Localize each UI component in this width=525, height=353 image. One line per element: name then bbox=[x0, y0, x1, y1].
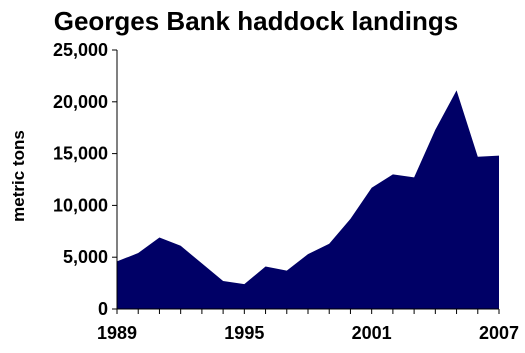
plot-area bbox=[117, 90, 499, 310]
series-area bbox=[117, 90, 499, 310]
x-tick-label: 1989 bbox=[97, 323, 137, 343]
y-tick-label: 25,000 bbox=[53, 40, 108, 60]
y-tick-label: 20,000 bbox=[53, 92, 108, 112]
x-axis: 1989 1995 2001 2007 bbox=[97, 308, 519, 343]
y-axis-label: metric tons bbox=[9, 130, 28, 222]
x-tick-label: 2007 bbox=[479, 323, 519, 343]
x-tick-label: 1995 bbox=[224, 323, 264, 343]
chart-title: Georges Bank haddock landings bbox=[54, 6, 459, 36]
y-tick-label: 10,000 bbox=[53, 195, 108, 215]
y-tick-label: 0 bbox=[98, 299, 108, 319]
y-axis: 0 5,000 10,000 15,000 20,000 25,000 bbox=[53, 40, 118, 319]
y-tick-label: 5,000 bbox=[63, 247, 108, 267]
y-tick-label: 15,000 bbox=[53, 144, 108, 164]
x-tick-label: 2001 bbox=[352, 323, 392, 343]
